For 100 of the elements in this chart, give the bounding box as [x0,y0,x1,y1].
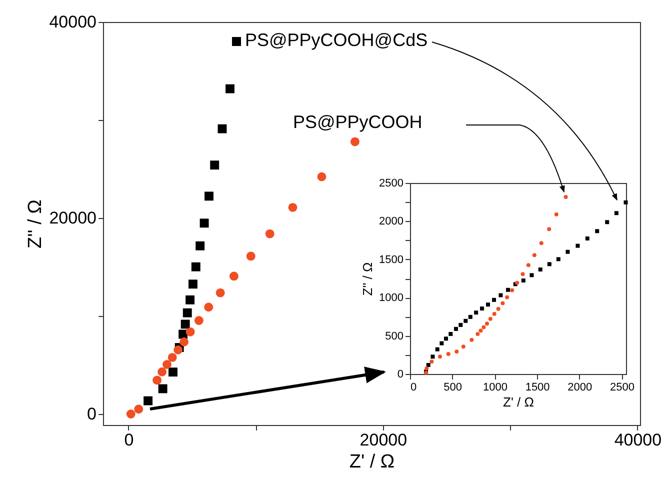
point [506,288,510,292]
x-tick-label: 1000 [482,382,508,394]
point [500,301,505,306]
point [505,295,510,300]
point [444,336,448,341]
x-tick-label: 2500 [610,382,635,394]
point [510,288,514,292]
point [539,241,544,246]
point [485,322,489,326]
point [566,250,570,254]
x-tick-label: 0 [124,430,134,450]
point [158,384,168,394]
point [424,366,429,370]
point [614,211,618,216]
y-tick-label: 500 [385,330,404,342]
point [470,338,474,342]
x-tick-label: 500 [444,382,462,394]
point [126,410,136,418]
point [564,195,568,200]
point [480,306,484,311]
point [265,229,274,238]
point [229,272,238,281]
point [144,396,153,406]
point [474,310,478,315]
point [448,332,453,336]
point [556,257,560,262]
point [191,262,200,272]
x-axis-title: Z' / Ω [349,452,395,472]
point [194,316,204,325]
y-axis-title: Z'' / Ω [25,200,46,248]
point [530,273,534,278]
point [288,202,298,212]
point [350,137,360,146]
y-tick-label: 2500 [379,178,404,190]
point [532,253,536,258]
point [547,227,552,232]
point [482,325,486,330]
point [576,244,580,248]
point [547,262,552,266]
point [440,341,444,346]
point [476,332,480,336]
point [496,306,500,311]
point [180,337,189,346]
point [605,220,610,224]
point [168,352,177,362]
point [438,354,442,359]
point [454,350,459,354]
x-tick-label: 2000 [568,382,592,394]
point [210,160,220,170]
point [458,322,463,327]
point [426,362,430,367]
series-label: PS@PPyCOOH [293,112,422,132]
point [226,84,234,94]
point [200,218,209,228]
y-tick-label: 20000 [49,208,96,228]
x-tick-label: 1500 [525,382,550,394]
point [526,263,530,268]
y-tick-label: 40000 [49,12,96,32]
point [435,347,440,352]
point [186,327,195,336]
point [446,352,450,356]
point [317,172,326,182]
point [521,278,526,282]
point [486,302,490,307]
y-tick-label: 0 [87,404,96,424]
point [188,280,198,289]
point [218,124,227,134]
point [488,316,492,321]
point [498,293,503,298]
legend-label: PS@PPyCOOH@CdS [245,30,428,50]
point [430,360,434,364]
point [152,376,162,385]
point [162,360,172,369]
point [430,354,435,359]
y-tick-label: 1500 [379,254,404,266]
point [464,318,468,323]
point [520,272,525,276]
x-tick-label: 40000 [614,430,662,450]
point [182,308,192,318]
y-tick-label: 2000 [379,216,404,228]
point [216,288,225,298]
point [492,312,496,316]
y-axis-title: Z'' / Ω [360,262,376,296]
point [461,344,466,349]
y-tick-label: 0 [397,368,404,380]
point [180,320,190,329]
point [478,328,483,333]
x-tick-label: 0 [410,382,417,394]
point [196,241,205,250]
point [492,298,496,302]
point [585,236,590,240]
point [554,212,558,216]
point [158,367,167,376]
point [134,404,144,414]
point [468,314,472,319]
point [454,326,458,331]
y-tick-label: 1000 [379,292,404,304]
point [246,252,256,261]
point [174,345,183,354]
point [186,295,195,304]
